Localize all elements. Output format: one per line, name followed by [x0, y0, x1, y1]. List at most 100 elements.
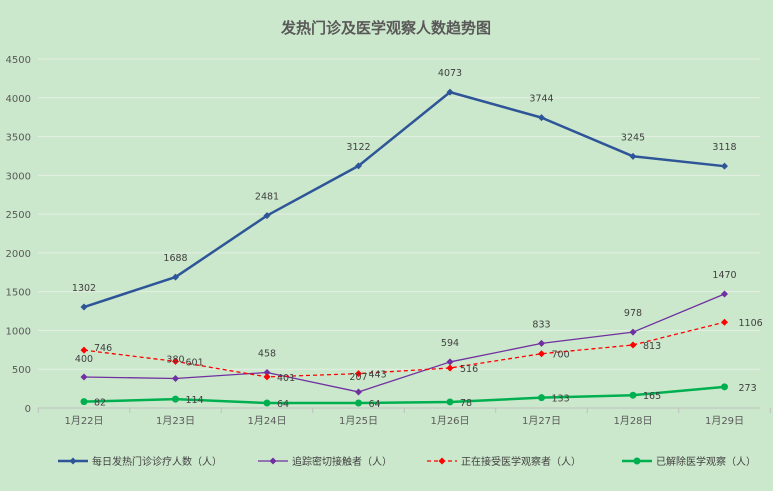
data-label: 813 [643, 341, 661, 352]
data-point [80, 346, 88, 354]
data-point [263, 368, 271, 376]
data-label: 700 [552, 350, 570, 361]
axes: 0 500 1000 1500 2000 2500 3000 3500 4000 4500 1月22… [6, 55, 771, 427]
data-label: 207 [349, 372, 367, 383]
y-tick-label: 1500 [6, 288, 31, 299]
data-label: 133 [552, 394, 570, 405]
data-label: 82 [94, 398, 106, 409]
data-point [538, 350, 545, 358]
y-tick-label: 3000 [6, 171, 31, 182]
y-tick-label: 3500 [6, 133, 31, 144]
series-line [83, 90, 725, 309]
data-point [446, 358, 454, 366]
data-label: 400 [75, 354, 93, 365]
x-tick-label: 1月26日 [430, 415, 469, 427]
x-tick-label: 1月23日 [156, 415, 195, 427]
data-label: 401 [277, 373, 295, 384]
y-tick-label: 2500 [6, 210, 31, 221]
data-labels: 1302 1688 2481 3122 4073 3744 3245 3118 400 380 45… [72, 68, 763, 410]
data-point [263, 212, 271, 220]
data-point [538, 339, 545, 347]
data-label: 64 [277, 399, 289, 410]
data-label: 516 [460, 364, 478, 375]
data-point [172, 375, 179, 383]
data-point [446, 398, 454, 406]
chart-title: 发热门诊及医学观察人数趋势图 [280, 19, 491, 37]
data-label: 3744 [529, 94, 553, 105]
series-group [80, 383, 728, 407]
legend-marker [633, 457, 641, 465]
data-label: 3245 [621, 132, 645, 143]
data-point [355, 399, 362, 407]
y-tick-label: 4000 [6, 94, 31, 105]
legend-label: 追踪密切接触者（人） [292, 455, 392, 468]
legend-label: 每日发热门诊诊疗人数（人） [92, 455, 222, 468]
legend: 每日发热门诊诊疗人数（人） 追踪密切接触者（人） 正在接受医学观察者（人） 已解除医学… [58, 455, 756, 468]
data-point [172, 273, 179, 281]
data-label: 1106 [739, 318, 763, 329]
legend-label: 已解除医学观察（人） [656, 455, 756, 468]
y-tick-label: 4500 [6, 55, 31, 66]
series-group [80, 290, 728, 396]
data-point [721, 162, 728, 170]
data-point [355, 370, 362, 378]
data-point [629, 328, 637, 336]
data-point [172, 357, 179, 365]
data-point [629, 152, 637, 160]
series-line [83, 385, 725, 405]
data-point [721, 383, 728, 391]
data-label: 601 [186, 357, 204, 368]
x-tick-label: 1月22日 [64, 415, 103, 427]
data-point [629, 341, 637, 349]
legend-item: 已解除医学观察（人） [622, 455, 756, 468]
series-line [83, 293, 725, 393]
data-point [80, 398, 88, 406]
legend-item: 正在接受医学观察者（人） [427, 455, 581, 468]
data-label: 1470 [712, 270, 736, 281]
legend-label: 正在接受医学观察者（人） [461, 455, 581, 468]
legend-marker [69, 457, 77, 465]
data-label: 1302 [72, 283, 96, 294]
series-line [83, 321, 725, 378]
x-tick-label: 1月28日 [613, 415, 652, 427]
y-tick-label: 0 [25, 404, 31, 415]
series-lines [80, 88, 728, 407]
data-point [263, 399, 271, 407]
data-label: 833 [532, 319, 550, 330]
data-label: 273 [739, 383, 757, 394]
data-label: 978 [624, 308, 642, 319]
y-tick-label: 2000 [6, 249, 31, 260]
x-tick-label: 1月24日 [247, 415, 286, 427]
legend-item: 追踪密切接触者（人） [258, 455, 392, 468]
data-label: 165 [643, 391, 661, 402]
data-point [446, 88, 454, 96]
data-label: 64 [369, 399, 381, 410]
data-label: 3122 [346, 142, 370, 153]
data-point [80, 303, 88, 311]
data-label: 746 [94, 343, 112, 354]
x-tick-label: 1月27日 [522, 415, 561, 427]
y-tick-label: 1000 [6, 326, 31, 337]
data-label: 380 [166, 355, 184, 366]
data-label: 114 [186, 395, 204, 406]
data-point [721, 290, 728, 298]
data-point [538, 394, 545, 402]
data-point [80, 373, 88, 381]
x-tick-label: 1月25日 [339, 415, 378, 427]
data-point [629, 391, 637, 399]
data-label: 443 [369, 370, 387, 381]
legend-marker [438, 457, 446, 465]
data-label: 2481 [255, 192, 279, 203]
legend-marker [269, 457, 277, 465]
data-point [355, 162, 362, 170]
y-tick-label: 500 [12, 365, 31, 376]
series-group [80, 318, 728, 381]
data-point [172, 395, 179, 403]
data-label: 594 [441, 338, 459, 349]
grid-lines [38, 58, 760, 370]
data-label: 3118 [712, 142, 736, 153]
data-label: 78 [460, 398, 472, 409]
data-point [355, 388, 362, 396]
data-label: 4073 [438, 68, 462, 79]
